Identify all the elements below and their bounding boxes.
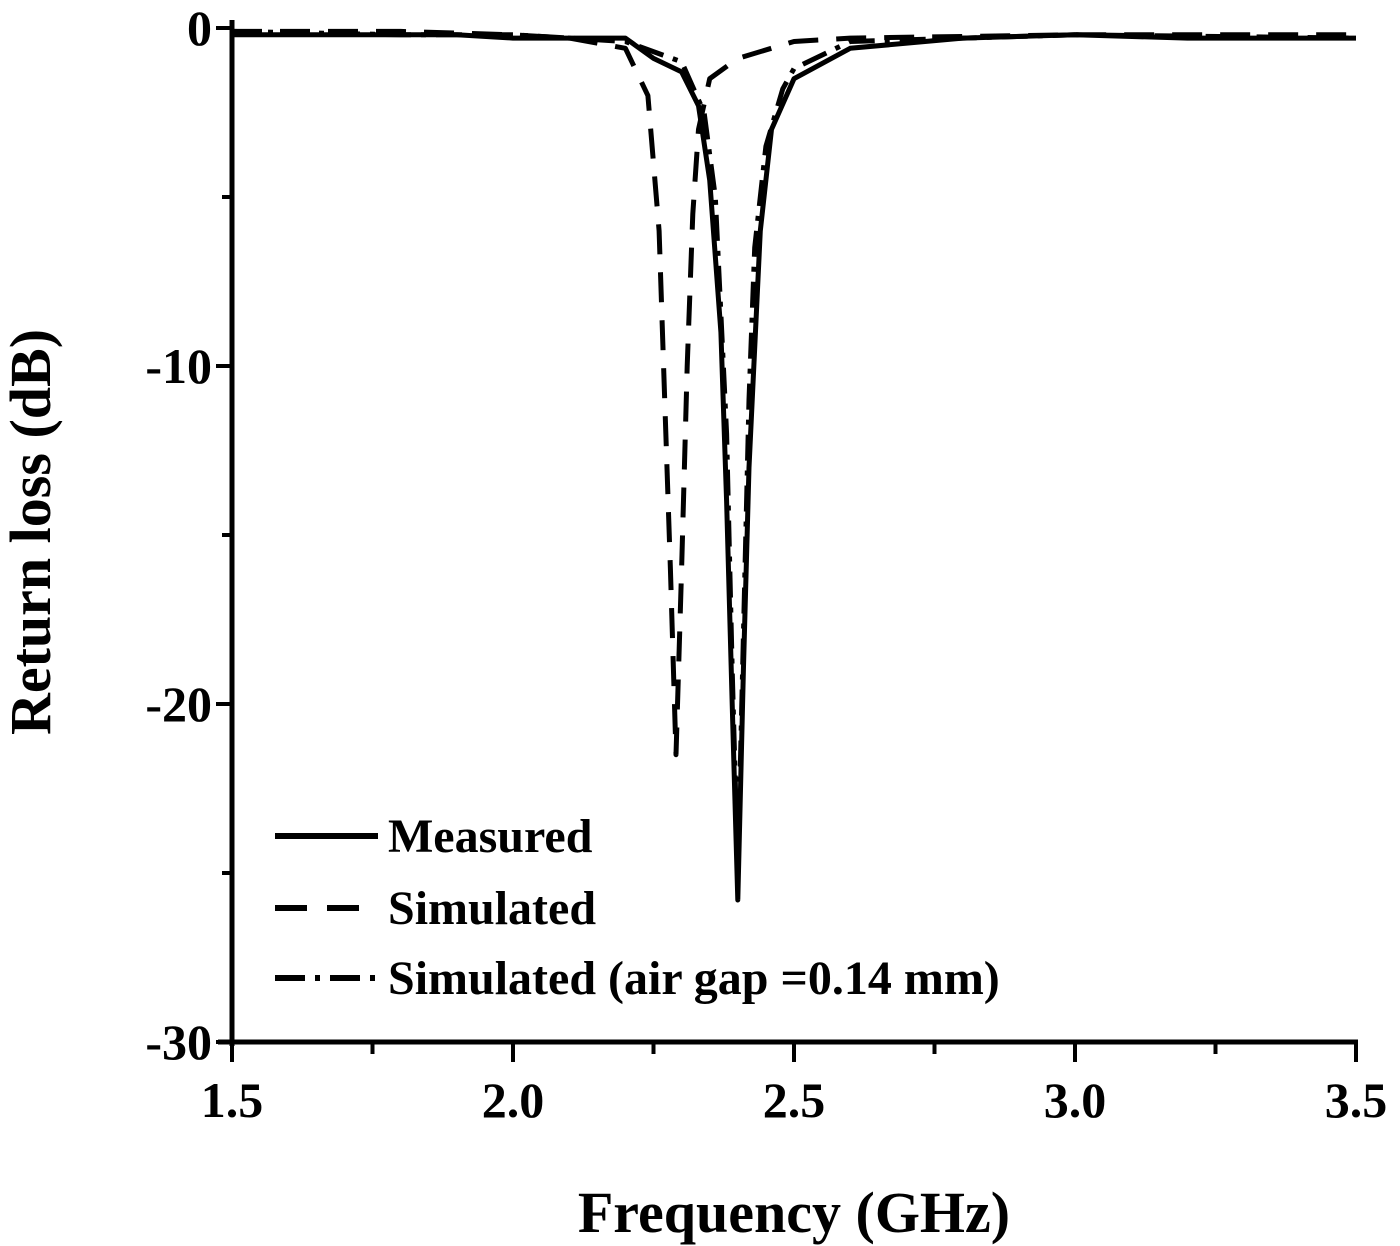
legend-label-airgap: Simulated (air gap =0.14 mm) xyxy=(388,952,1000,1005)
x-tick-label: 3.0 xyxy=(1044,1072,1107,1128)
y-axis-label: Return loss (dB) xyxy=(0,329,63,735)
x-tick-label: 3.5 xyxy=(1325,1072,1388,1128)
y-tick-label: -10 xyxy=(145,338,212,394)
x-axis-label: Frequency (GHz) xyxy=(578,1180,1010,1245)
x-tick-label: 2.5 xyxy=(763,1072,826,1128)
y-tick-label: 0 xyxy=(187,0,212,56)
series-2 xyxy=(231,28,1357,876)
y-tick-label: -30 xyxy=(145,1014,212,1070)
series-0 xyxy=(232,32,1356,903)
x-tick-label: 1.5 xyxy=(201,1072,264,1128)
y-tick-label: -20 xyxy=(145,676,212,732)
legend: Measured Simulated Simulated (air gap =0… xyxy=(275,810,1000,1005)
legend-label-measured: Measured xyxy=(388,810,593,863)
x-tick-label: 2.0 xyxy=(482,1072,545,1128)
plot-lines xyxy=(231,28,1357,903)
series-1 xyxy=(232,28,1356,758)
axes: 1.5 2.0 2.5 3.0 3.5 0 -10 -20 -30 xyxy=(145,0,1387,1128)
legend-label-simulated: Simulated xyxy=(388,882,596,935)
